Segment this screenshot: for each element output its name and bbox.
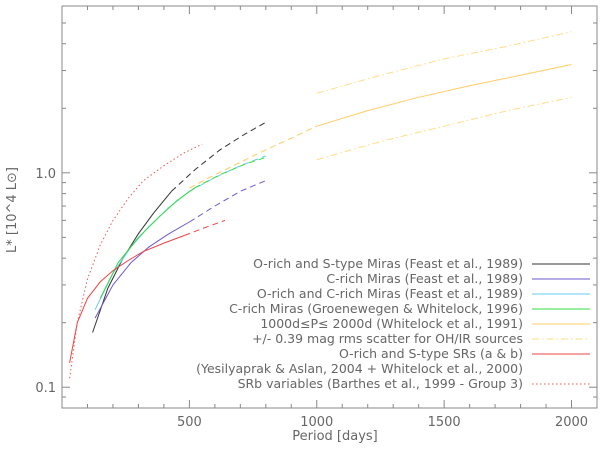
y-tick-label: 1.0	[35, 167, 56, 182]
legend-entry-text: +/- 0.39 mag rms scatter for OH/IR sourc…	[252, 331, 523, 346]
series-line-12	[69, 235, 185, 363]
series-line-0	[92, 190, 172, 333]
series-line-9	[189, 125, 318, 189]
axis-ticks: 500 1000 1500 2000 0.1 1.0	[35, 6, 597, 430]
series-line-8	[316, 64, 572, 127]
series-line-2	[94, 221, 190, 319]
legend-entry-text: O-rich and S-type Miras (Feast et al., 1…	[253, 256, 523, 271]
legend-entry-text: O-rich and S-type SRs (a & b)	[339, 346, 523, 361]
series-line-7	[194, 156, 266, 189]
series-line-11	[316, 96, 572, 161]
plot-frame	[61, 5, 598, 409]
series-line-13	[184, 219, 226, 236]
x-tick-label: 1500	[428, 415, 461, 430]
legend-entry-text: C-rich Miras (Feast et al., 1989)	[326, 271, 523, 286]
legend-entry-text: SRb variables (Barthes et al., 1999 - Gr…	[238, 376, 523, 391]
legend-entry-text: (Yesilyaprak & Aslan, 2004 + Whitelock e…	[196, 361, 523, 376]
x-tick-label: 500	[177, 415, 202, 430]
legend-entry-text: 1000d≤P≤ 2000d (Whitelock et al., 1991)	[260, 316, 523, 331]
x-tick-label: 1000	[300, 415, 333, 430]
x-tick-label: 2000	[555, 415, 588, 430]
y-axis-label: L* [10^4 L⊙]	[5, 167, 20, 253]
x-axis-label: Period [days]	[292, 429, 378, 444]
series-line-5	[189, 155, 266, 192]
series-lines	[69, 31, 572, 379]
series-line-14	[69, 143, 203, 379]
series-line-1	[171, 121, 267, 192]
y-tick-label: 0.1	[35, 381, 56, 396]
series-line-10	[316, 31, 572, 94]
series-line-6	[99, 187, 195, 299]
legend-entry-text: C-rich Miras (Groenewegen & Whitelock, 1…	[229, 301, 523, 316]
legend: O-rich and S-type Miras (Feast et al., 1…	[196, 256, 590, 391]
legend-entry-text: O-rich and C-rich Miras (Feast et al., 1…	[257, 286, 523, 301]
series-line-3	[189, 180, 266, 223]
